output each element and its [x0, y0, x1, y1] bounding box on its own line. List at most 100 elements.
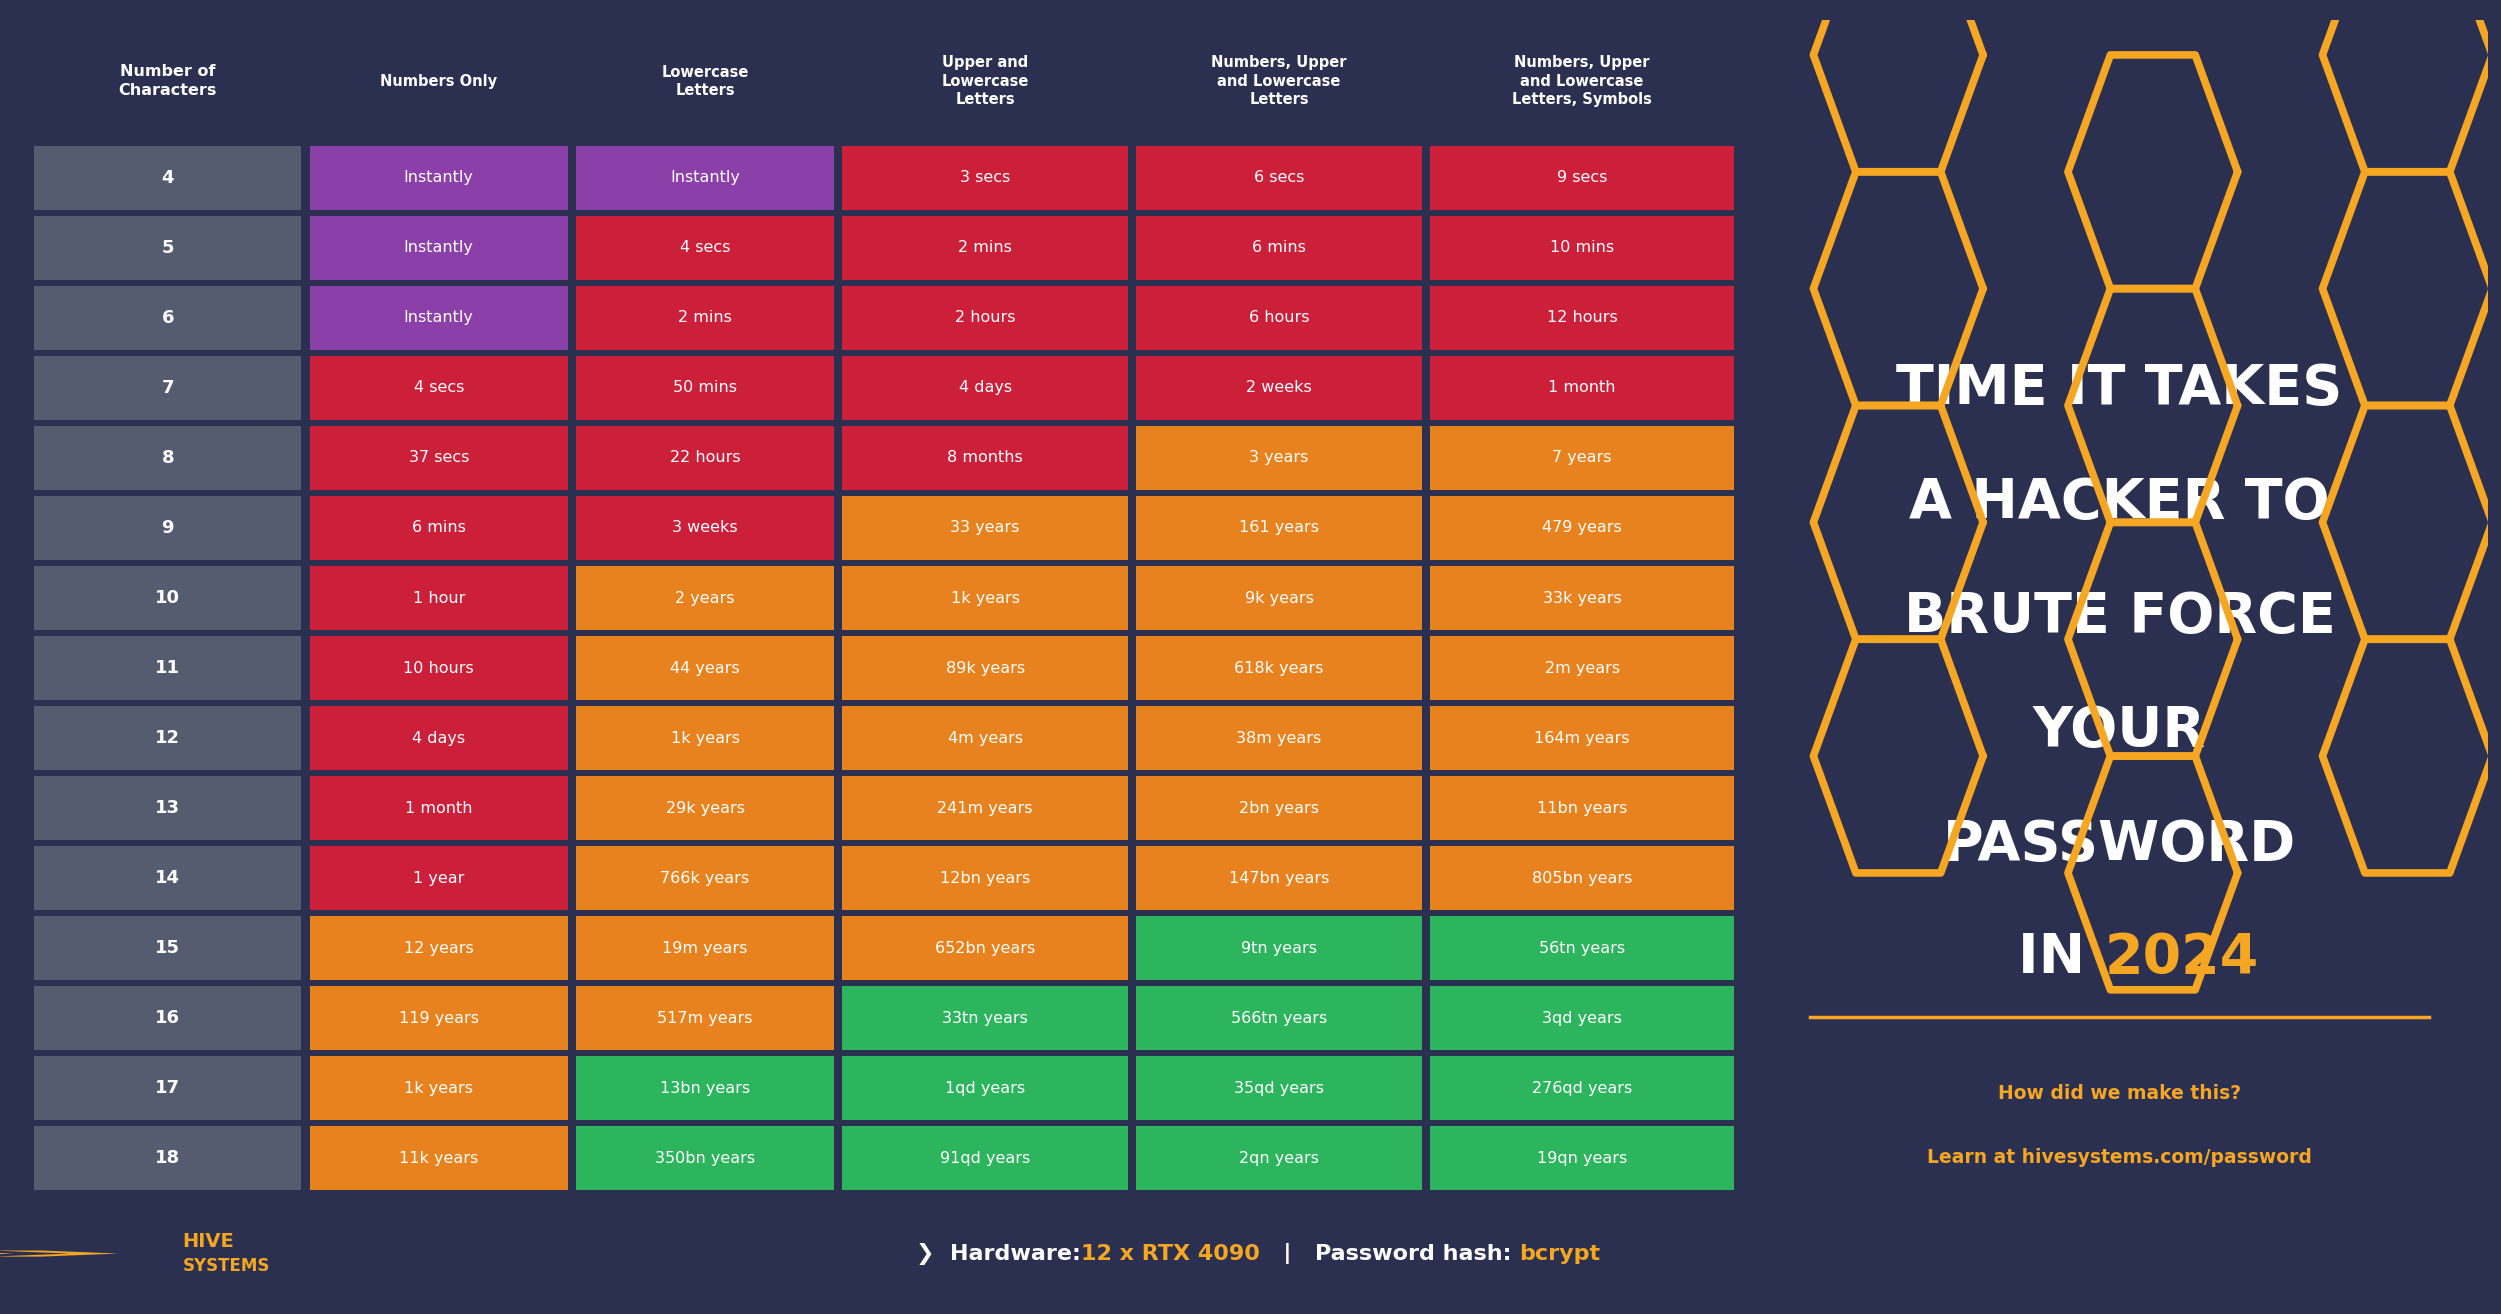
FancyBboxPatch shape [1431, 706, 1733, 770]
FancyBboxPatch shape [35, 215, 300, 280]
FancyBboxPatch shape [575, 286, 833, 350]
FancyBboxPatch shape [1135, 566, 1421, 631]
Text: 6 secs: 6 secs [1253, 171, 1303, 185]
Text: 2 weeks: 2 weeks [1245, 381, 1313, 396]
Text: 3 years: 3 years [1250, 451, 1308, 465]
Text: ❯: ❯ [915, 1243, 950, 1264]
FancyBboxPatch shape [310, 706, 568, 770]
Polygon shape [0, 1251, 13, 1256]
FancyBboxPatch shape [1431, 1126, 1733, 1190]
Text: 18: 18 [155, 1150, 180, 1167]
Text: 6: 6 [163, 309, 175, 327]
FancyBboxPatch shape [35, 146, 300, 210]
FancyBboxPatch shape [1431, 146, 1733, 210]
Text: bcrypt: bcrypt [1518, 1243, 1601, 1264]
Text: 1qd years: 1qd years [945, 1080, 1025, 1096]
FancyBboxPatch shape [1135, 286, 1421, 350]
Text: Numbers, Upper
and Lowercase
Letters: Numbers, Upper and Lowercase Letters [1210, 55, 1346, 108]
Polygon shape [0, 1251, 118, 1256]
FancyBboxPatch shape [843, 636, 1128, 700]
Text: Instantly: Instantly [670, 171, 740, 185]
Text: 11k years: 11k years [400, 1151, 478, 1166]
FancyBboxPatch shape [310, 636, 568, 700]
Text: 566tn years: 566tn years [1230, 1010, 1328, 1026]
FancyBboxPatch shape [1135, 426, 1421, 490]
FancyBboxPatch shape [843, 356, 1128, 420]
FancyBboxPatch shape [1431, 426, 1733, 490]
Text: 33 years: 33 years [950, 520, 1020, 536]
FancyBboxPatch shape [1431, 566, 1733, 631]
FancyBboxPatch shape [843, 916, 1128, 980]
Text: HIVE: HIVE [183, 1233, 235, 1251]
Text: 805bn years: 805bn years [1533, 871, 1633, 886]
Text: 33tn years: 33tn years [943, 1010, 1028, 1026]
Text: 17: 17 [155, 1079, 180, 1097]
Text: 1 month: 1 month [405, 800, 473, 816]
FancyBboxPatch shape [843, 706, 1128, 770]
Text: Number of
Characters: Number of Characters [118, 64, 218, 99]
FancyBboxPatch shape [310, 846, 568, 911]
Text: 8: 8 [163, 449, 175, 466]
Text: 1 month: 1 month [1548, 381, 1616, 396]
FancyBboxPatch shape [310, 356, 568, 420]
Text: Numbers Only: Numbers Only [380, 74, 498, 89]
FancyBboxPatch shape [35, 986, 300, 1050]
Text: 4: 4 [163, 170, 175, 187]
Text: Upper and
Lowercase
Letters: Upper and Lowercase Letters [940, 55, 1028, 108]
FancyBboxPatch shape [1431, 916, 1733, 980]
FancyBboxPatch shape [575, 1056, 833, 1120]
Text: 6 hours: 6 hours [1248, 310, 1308, 326]
FancyBboxPatch shape [310, 1126, 568, 1190]
Text: 14: 14 [155, 869, 180, 887]
Text: 1k years: 1k years [950, 590, 1020, 606]
Text: 7 years: 7 years [1553, 451, 1611, 465]
FancyBboxPatch shape [35, 1126, 300, 1190]
FancyBboxPatch shape [1135, 356, 1421, 420]
FancyBboxPatch shape [1135, 777, 1421, 840]
Text: |: | [1261, 1243, 1316, 1264]
Text: 350bn years: 350bn years [655, 1151, 755, 1166]
FancyBboxPatch shape [575, 777, 833, 840]
FancyBboxPatch shape [1135, 146, 1421, 210]
FancyBboxPatch shape [35, 846, 300, 911]
FancyBboxPatch shape [35, 356, 300, 420]
Text: 2m years: 2m years [1546, 661, 1621, 675]
Text: 1 year: 1 year [413, 871, 465, 886]
Text: 4 secs: 4 secs [680, 240, 730, 255]
Text: 4m years: 4m years [948, 731, 1023, 745]
FancyBboxPatch shape [1431, 777, 1733, 840]
FancyBboxPatch shape [35, 636, 300, 700]
FancyBboxPatch shape [575, 636, 833, 700]
FancyBboxPatch shape [575, 426, 833, 490]
FancyBboxPatch shape [1135, 215, 1421, 280]
FancyBboxPatch shape [310, 286, 568, 350]
FancyBboxPatch shape [575, 566, 833, 631]
FancyBboxPatch shape [1431, 215, 1733, 280]
Text: 241m years: 241m years [938, 800, 1033, 816]
FancyBboxPatch shape [310, 566, 568, 631]
Text: 35qd years: 35qd years [1233, 1080, 1323, 1096]
Text: 6 mins: 6 mins [413, 520, 465, 536]
FancyBboxPatch shape [1135, 495, 1421, 560]
Text: A HACKER TO: A HACKER TO [1908, 476, 2331, 530]
Text: Numbers, Upper
and Lowercase
Letters, Symbols: Numbers, Upper and Lowercase Letters, Sy… [1513, 55, 1653, 108]
Text: 9k years: 9k years [1245, 590, 1313, 606]
Text: How did we make this?: How did we make this? [1998, 1084, 2241, 1102]
FancyBboxPatch shape [1431, 356, 1733, 420]
Text: 3 weeks: 3 weeks [673, 520, 738, 536]
FancyBboxPatch shape [843, 495, 1128, 560]
Text: 19qn years: 19qn years [1538, 1151, 1628, 1166]
FancyBboxPatch shape [35, 426, 300, 490]
FancyBboxPatch shape [1135, 916, 1421, 980]
Text: 4 days: 4 days [958, 381, 1013, 396]
FancyBboxPatch shape [35, 916, 300, 980]
Text: 2 mins: 2 mins [958, 240, 1013, 255]
Text: 8 months: 8 months [948, 451, 1023, 465]
FancyBboxPatch shape [35, 286, 300, 350]
Text: 479 years: 479 years [1543, 520, 1623, 536]
Text: 3qd years: 3qd years [1543, 1010, 1623, 1026]
FancyBboxPatch shape [1135, 1126, 1421, 1190]
Text: YOUR: YOUR [2033, 704, 2206, 758]
Text: 2 years: 2 years [675, 590, 735, 606]
Text: Instantly: Instantly [403, 310, 473, 326]
